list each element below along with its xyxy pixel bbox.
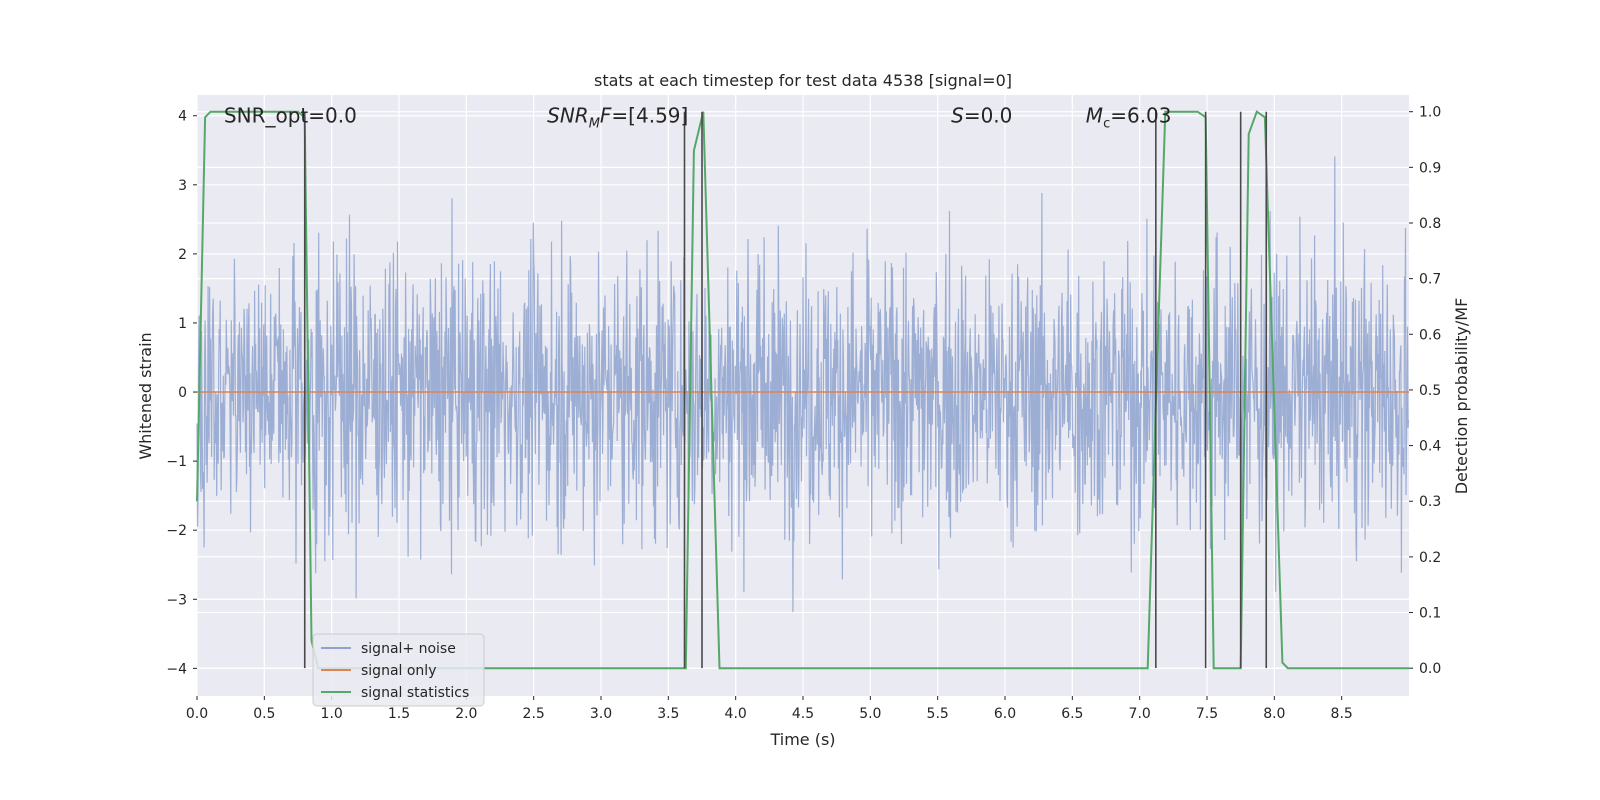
x-tick-label: 5.0 <box>859 706 881 722</box>
y-tick-label: 4 <box>178 109 187 125</box>
y-right-tick-label: 0.0 <box>1419 661 1441 677</box>
x-tick-label: 8.0 <box>1263 706 1285 722</box>
chart-title: stats at each timestep for test data 453… <box>594 71 1012 90</box>
x-tick-label: 2.0 <box>455 706 477 722</box>
y-tick-label: 1 <box>178 316 187 332</box>
series-layer <box>196 110 1410 670</box>
y-tick-label: −3 <box>166 592 187 608</box>
x-axis: 0.0 0.5 1.0 1.5 2.0 2.5 3.0 3.5 4.0 4.5 5.0 5.5 6.0 6… <box>186 696 1353 722</box>
y-tick-label: −4 <box>166 661 187 677</box>
y-right-tick-label: 0.6 <box>1419 327 1441 343</box>
x-tick-label: 4.5 <box>792 706 814 722</box>
x-tick-label: 1.0 <box>321 706 343 722</box>
y-tick-label: 0 <box>178 385 187 401</box>
y-right-tick-label: 0.7 <box>1419 272 1441 288</box>
y-right-tick-label: 1.0 <box>1419 105 1441 121</box>
annotation-s-value: S=0.0 <box>951 104 1012 128</box>
x-tick-label: 0.0 <box>186 706 208 722</box>
y-tick-label: 2 <box>178 247 187 263</box>
y-right-tick-label: 0.3 <box>1419 494 1441 510</box>
annotation-snr-opt: SNR_opt=0.0 <box>224 104 357 128</box>
x-tick-label: 3.0 <box>590 706 612 722</box>
x-tick-label: 5.5 <box>927 706 949 722</box>
x-tick-label: 7.5 <box>1196 706 1218 722</box>
y-right-tick-label: 0.4 <box>1419 439 1441 455</box>
x-tick-label: 1.5 <box>388 706 410 722</box>
legend-label: signal statistics <box>361 685 469 701</box>
legend-box <box>312 633 485 707</box>
x-tick-label: 7.0 <box>1129 706 1151 722</box>
series-signal-noise <box>196 156 1410 613</box>
legend-label: signal only <box>361 663 436 679</box>
x-tick-label: 6.0 <box>994 706 1016 722</box>
y-tick-label: −1 <box>166 454 187 470</box>
x-tick-label: 0.5 <box>253 706 275 722</box>
y-right-tick-label: 0.2 <box>1419 550 1441 566</box>
x-tick-label: 3.5 <box>657 706 679 722</box>
y-axis-right-label: Detection probability/MF <box>1452 298 1471 495</box>
x-tick-label: 6.5 <box>1061 706 1083 722</box>
y-axis-right: 1.0 0.9 0.8 0.7 0.6 0.5 0.4 0.3 0.2 0.1 0.0 <box>1409 105 1441 677</box>
y-axis-label: Whitened strain <box>136 332 155 459</box>
legend-label: signal+ noise <box>361 641 456 657</box>
y-right-tick-label: 0.5 <box>1419 383 1441 399</box>
series-signal-statistics <box>196 110 1409 670</box>
annotation-snr-mf: SNRMF=[4.59] <box>547 104 688 132</box>
y-axis-left: 4 3 2 1 0 −1 −2 −3 −4 <box>166 109 197 677</box>
x-axis-label: Time (s) <box>769 730 835 749</box>
y-right-tick-label: 0.1 <box>1419 606 1441 622</box>
y-tick-label: 3 <box>178 178 187 194</box>
x-tick-label: 8.5 <box>1331 706 1353 722</box>
x-tick-label: 4.0 <box>725 706 747 722</box>
y-tick-label: −2 <box>166 523 187 539</box>
y-right-tick-label: 0.9 <box>1419 160 1441 176</box>
annotation-mc-value: Mc=6.03 <box>1086 104 1172 132</box>
y-right-tick-label: 0.8 <box>1419 216 1441 232</box>
x-tick-label: 2.5 <box>523 706 545 722</box>
legend: signal+ noise signal only signal statistic… <box>312 633 485 707</box>
annotations: SNR_opt=0.0 SNRMF=[4.59] S=0.0 Mc=6.03 <box>224 104 1172 132</box>
